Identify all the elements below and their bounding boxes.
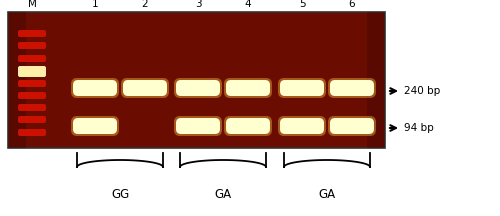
FancyBboxPatch shape	[330, 80, 374, 96]
FancyBboxPatch shape	[330, 118, 374, 134]
FancyBboxPatch shape	[18, 129, 46, 136]
FancyBboxPatch shape	[71, 78, 119, 98]
FancyBboxPatch shape	[18, 42, 46, 49]
FancyBboxPatch shape	[123, 80, 167, 96]
Text: 5: 5	[298, 0, 306, 9]
FancyBboxPatch shape	[176, 118, 220, 134]
FancyBboxPatch shape	[224, 78, 272, 98]
Text: 6: 6	[348, 0, 356, 9]
FancyBboxPatch shape	[71, 116, 119, 136]
FancyBboxPatch shape	[18, 30, 46, 37]
FancyBboxPatch shape	[278, 116, 326, 136]
FancyBboxPatch shape	[73, 80, 117, 96]
Text: 3: 3	[194, 0, 202, 9]
Text: GA: GA	[318, 189, 336, 202]
Text: 1: 1	[92, 0, 98, 9]
Bar	[8, 12, 26, 148]
FancyBboxPatch shape	[176, 80, 220, 96]
Text: 4: 4	[244, 0, 252, 9]
FancyBboxPatch shape	[18, 104, 46, 111]
FancyBboxPatch shape	[18, 55, 46, 62]
Text: GA: GA	[214, 189, 232, 202]
Bar	[8, 12, 385, 148]
FancyBboxPatch shape	[174, 116, 222, 136]
FancyBboxPatch shape	[121, 78, 169, 98]
FancyBboxPatch shape	[280, 118, 324, 134]
FancyBboxPatch shape	[280, 80, 324, 96]
FancyBboxPatch shape	[18, 66, 46, 77]
Text: 240 bp: 240 bp	[404, 86, 440, 96]
FancyBboxPatch shape	[18, 116, 46, 123]
FancyBboxPatch shape	[18, 92, 46, 99]
FancyBboxPatch shape	[18, 80, 46, 87]
FancyBboxPatch shape	[224, 116, 272, 136]
Bar	[367, 12, 385, 148]
FancyBboxPatch shape	[73, 118, 117, 134]
Text: 94 bp: 94 bp	[404, 123, 434, 133]
Text: M: M	[28, 0, 36, 9]
Text: 2: 2	[142, 0, 148, 9]
FancyBboxPatch shape	[226, 118, 270, 134]
Text: GG: GG	[111, 189, 129, 202]
FancyBboxPatch shape	[226, 80, 270, 96]
FancyBboxPatch shape	[174, 78, 222, 98]
FancyBboxPatch shape	[328, 116, 376, 136]
FancyBboxPatch shape	[328, 78, 376, 98]
FancyBboxPatch shape	[278, 78, 326, 98]
